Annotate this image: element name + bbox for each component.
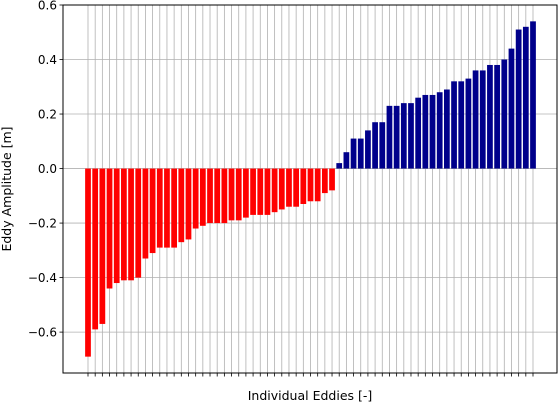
plot-frame <box>62 4 558 374</box>
negative-eddy-bar <box>271 168 278 213</box>
positive-eddy-bar <box>479 70 486 169</box>
positive-eddy-bar <box>530 21 536 169</box>
negative-eddy-bar <box>235 168 242 221</box>
positive-eddy-bar <box>422 94 429 169</box>
negative-eddy-bar <box>185 168 192 240</box>
x-axis-label: Individual Eddies [-] <box>248 388 373 403</box>
negative-eddy-bar <box>228 168 235 221</box>
negative-eddy-bar <box>243 168 249 218</box>
negative-eddy-bar <box>113 168 120 284</box>
negative-eddy-bar <box>156 168 163 248</box>
positive-eddy-bar <box>436 92 443 169</box>
negative-eddy-bar <box>92 168 99 330</box>
negative-eddy-bar <box>264 168 271 215</box>
negative-eddy-bar <box>121 168 127 281</box>
negative-eddy-bar <box>171 168 177 248</box>
negative-eddy-bar <box>164 168 170 248</box>
positive-eddy-bar <box>336 163 343 169</box>
negative-eddy-bar <box>178 168 185 243</box>
positive-eddy-bar <box>494 64 500 169</box>
positive-eddy-bar <box>508 48 515 169</box>
y-tick-label: 0.2 <box>38 107 57 121</box>
positive-eddy-bar <box>408 103 414 169</box>
negative-eddy-bar <box>307 168 314 202</box>
positive-eddy-bar <box>451 81 457 169</box>
positive-eddy-bar <box>350 138 357 169</box>
y-tick-label: −0.4 <box>28 271 57 285</box>
negative-eddy-bar <box>221 168 228 224</box>
positive-eddy-bar <box>400 103 407 169</box>
positive-eddy-bar <box>365 130 371 169</box>
positive-eddy-bar <box>379 122 386 169</box>
positive-eddy-bar <box>465 78 472 169</box>
y-tick-label: −0.6 <box>28 325 57 339</box>
positive-eddy-bar <box>372 122 378 169</box>
negative-eddy-bar <box>142 168 149 259</box>
positive-eddy-bar <box>343 152 350 169</box>
negative-eddy-bar <box>329 168 335 191</box>
positive-eddy-bar <box>501 59 508 169</box>
negative-eddy-bar <box>199 168 206 226</box>
negative-eddy-bar <box>214 168 221 224</box>
positive-eddy-bar <box>386 105 393 169</box>
y-tick-label: 0.4 <box>38 53 57 67</box>
negative-eddy-bar <box>321 168 328 194</box>
positive-eddy-bar <box>429 94 436 169</box>
negative-eddy-bar <box>207 168 213 224</box>
negative-eddy-bar <box>99 168 106 324</box>
negative-eddy-bar <box>149 168 156 254</box>
negative-eddy-bar <box>128 168 134 281</box>
negative-eddy-bar <box>257 168 264 215</box>
negative-eddy-bar <box>293 168 300 207</box>
negative-eddy-bar <box>85 168 91 357</box>
ticks: −0.6 −0.4 −0.2 0.0 0.2 0.4 0.6 <box>28 0 534 377</box>
negative-eddy-bar <box>278 168 285 210</box>
positive-eddy-bar <box>472 70 479 169</box>
positive-eddy-bar <box>487 64 493 169</box>
y-axis-label: Eddy Amplitude [m] <box>0 126 14 251</box>
negative-eddy-bar <box>286 168 292 207</box>
positive-eddy-bar <box>444 89 450 169</box>
negative-eddy-bar <box>135 168 142 278</box>
positive-eddy-bar <box>515 29 522 169</box>
positive-eddy-bar <box>357 138 364 169</box>
positive-eddy-bar <box>415 97 422 169</box>
y-tick-label: −0.2 <box>28 216 57 230</box>
bars <box>85 21 536 357</box>
y-tick-label: 0.6 <box>38 0 57 12</box>
negative-eddy-bar <box>192 168 199 229</box>
negative-eddy-bar <box>314 168 321 202</box>
positive-eddy-bar <box>458 81 465 169</box>
negative-eddy-bar <box>300 168 307 204</box>
positive-eddy-bar <box>393 105 400 169</box>
negative-eddy-bar <box>250 168 256 215</box>
y-tick-label: 0.0 <box>38 162 57 176</box>
positive-eddy-bar <box>522 26 529 169</box>
negative-eddy-bar <box>106 168 113 289</box>
